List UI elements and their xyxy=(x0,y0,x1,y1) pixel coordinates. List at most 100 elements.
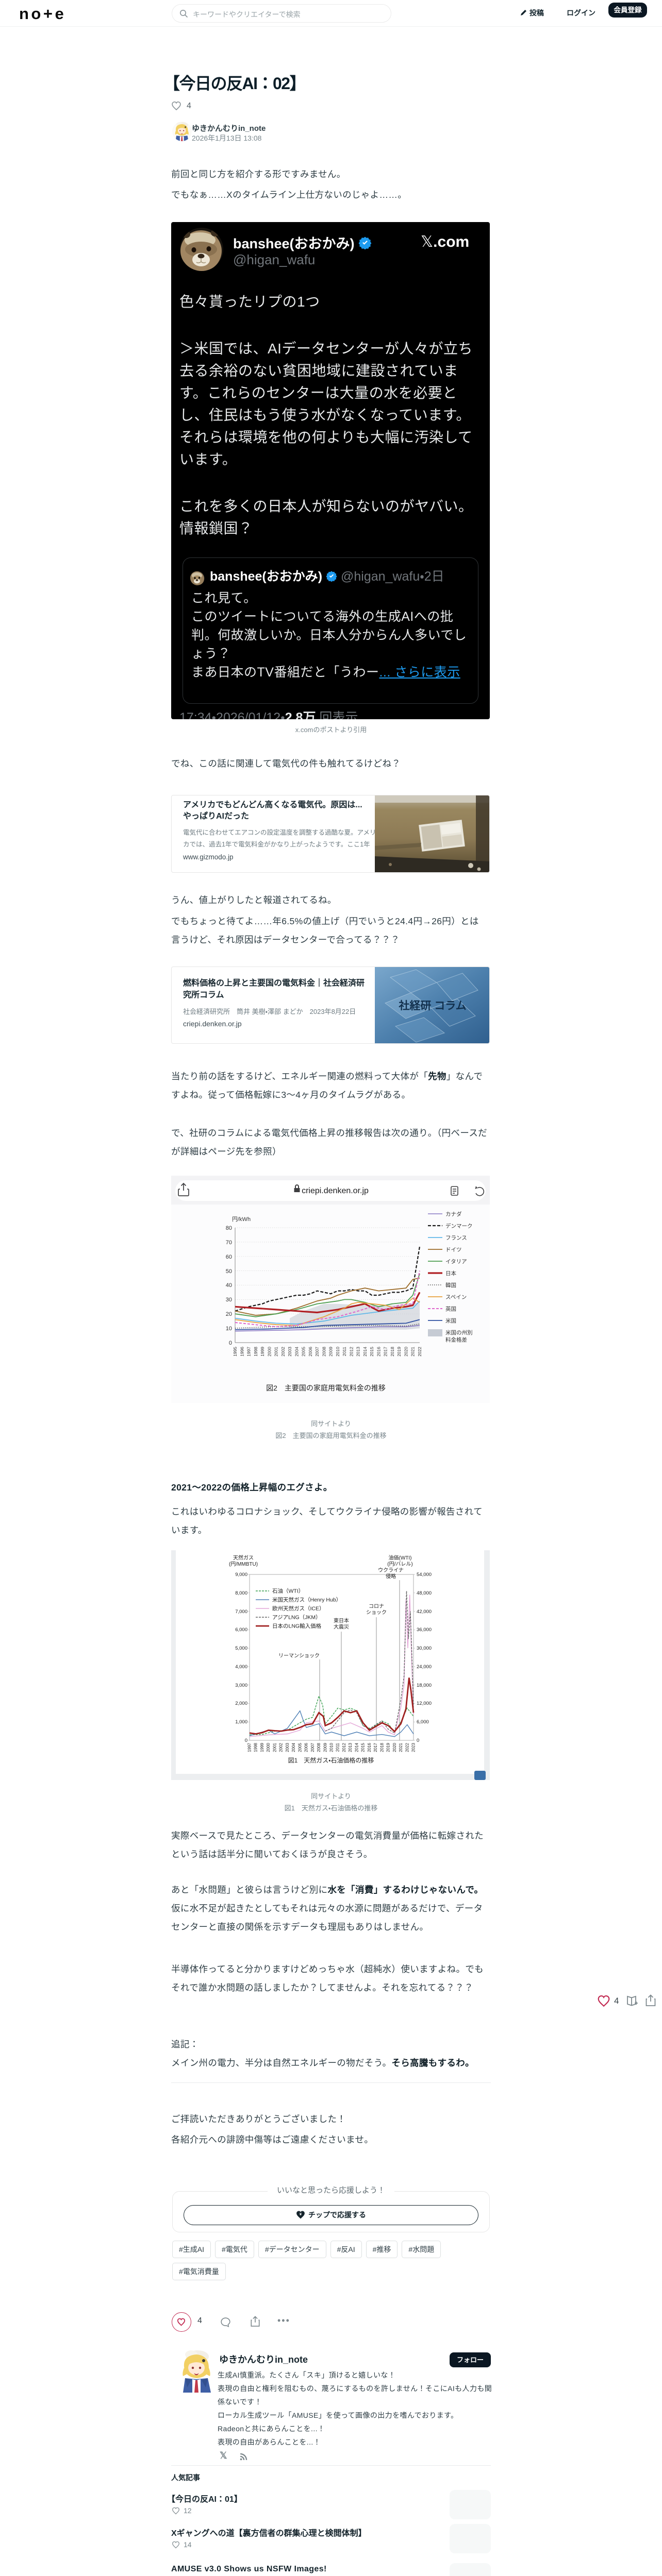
svg-text:(円/バレル): (円/バレル) xyxy=(387,1561,412,1567)
svg-text:48,000: 48,000 xyxy=(417,1590,432,1596)
svg-text:1998: 1998 xyxy=(253,1347,258,1357)
svg-text:ウクライナ: ウクライナ xyxy=(378,1567,404,1573)
svg-text:日本のLNG輸入価格: 日本のLNG輸入価格 xyxy=(272,1623,322,1630)
svg-text:米国: 米国 xyxy=(445,1317,456,1324)
svg-text:2009: 2009 xyxy=(328,1347,334,1357)
svg-text:2004: 2004 xyxy=(291,1742,296,1752)
svg-text:米国天然ガス（Henry Hub）: 米国天然ガス（Henry Hub） xyxy=(272,1597,341,1603)
svg-text:2005: 2005 xyxy=(297,1742,302,1752)
svg-text:コロナ: コロナ xyxy=(369,1603,384,1609)
svg-text:ドイツ: ドイツ xyxy=(445,1247,462,1253)
svg-text:2008: 2008 xyxy=(321,1347,326,1357)
svg-text:60: 60 xyxy=(226,1254,232,1260)
svg-text:2015: 2015 xyxy=(369,1347,374,1357)
svg-text:侵略: 侵略 xyxy=(386,1573,396,1580)
svg-text:10: 10 xyxy=(226,1326,232,1332)
svg-text:石油（WTI）: 石油（WTI） xyxy=(272,1588,304,1595)
svg-text:1999: 1999 xyxy=(260,1742,264,1752)
svg-text:2021: 2021 xyxy=(399,1742,403,1752)
svg-text:イタリア: イタリア xyxy=(445,1259,467,1265)
svg-text:2005: 2005 xyxy=(301,1347,306,1357)
svg-text:フランス: フランス xyxy=(445,1235,467,1241)
svg-text:料金格差: 料金格差 xyxy=(445,1336,467,1343)
svg-text:3,000: 3,000 xyxy=(235,1683,247,1688)
svg-text:2017: 2017 xyxy=(373,1742,378,1752)
svg-text:2020: 2020 xyxy=(392,1742,397,1752)
svg-text:2010: 2010 xyxy=(329,1742,334,1752)
svg-text:2000: 2000 xyxy=(267,1347,272,1357)
svg-text:2013: 2013 xyxy=(356,1347,361,1357)
svg-text:2019: 2019 xyxy=(386,1742,391,1752)
svg-text:7,000: 7,000 xyxy=(235,1609,247,1615)
svg-text:1995: 1995 xyxy=(233,1347,238,1357)
svg-text:0: 0 xyxy=(229,1340,232,1346)
svg-text:2019: 2019 xyxy=(396,1347,402,1357)
svg-text:6,000: 6,000 xyxy=(417,1719,429,1725)
svg-text:2021: 2021 xyxy=(410,1347,416,1357)
svg-text:2018: 2018 xyxy=(379,1742,384,1752)
svg-text:6,000: 6,000 xyxy=(235,1627,247,1633)
svg-text:社経研 コラム: 社経研 コラム xyxy=(398,999,466,1012)
svg-text:2014: 2014 xyxy=(354,1742,359,1752)
svg-text:2007: 2007 xyxy=(310,1742,315,1752)
svg-text:54,000: 54,000 xyxy=(417,1572,432,1578)
svg-text:42,000: 42,000 xyxy=(417,1609,432,1615)
svg-text:2010: 2010 xyxy=(335,1347,340,1357)
svg-text:criepi.denken.or.jp: criepi.denken.or.jp xyxy=(302,1187,369,1195)
svg-text:韓国: 韓国 xyxy=(445,1282,456,1289)
svg-text:1998: 1998 xyxy=(254,1742,258,1752)
svg-text:2007: 2007 xyxy=(315,1347,320,1357)
svg-text:2002: 2002 xyxy=(280,1347,286,1357)
svg-text:1997: 1997 xyxy=(247,1742,252,1752)
svg-text:スペイン: スペイン xyxy=(445,1294,467,1300)
svg-text:36,000: 36,000 xyxy=(417,1627,432,1633)
svg-text:2008: 2008 xyxy=(317,1742,321,1752)
svg-text:0: 0 xyxy=(417,1738,419,1743)
svg-text:2017: 2017 xyxy=(383,1347,388,1357)
svg-text:2,000: 2,000 xyxy=(235,1701,247,1706)
svg-text:2002: 2002 xyxy=(279,1742,284,1752)
svg-text:2011: 2011 xyxy=(336,1742,340,1752)
svg-text:2006: 2006 xyxy=(308,1347,313,1357)
svg-text:2014: 2014 xyxy=(362,1347,368,1357)
svg-text:(円/MMBTU): (円/MMBTU) xyxy=(229,1562,258,1567)
svg-text:24,000: 24,000 xyxy=(417,1664,432,1670)
svg-text:18,000: 18,000 xyxy=(417,1683,432,1688)
svg-text:アジアLNG（JKM）: アジアLNG（JKM） xyxy=(272,1615,321,1621)
svg-text:40: 40 xyxy=(226,1282,232,1289)
svg-text:2015: 2015 xyxy=(361,1742,366,1752)
svg-text:日本: 日本 xyxy=(445,1270,456,1277)
svg-text:東日本: 東日本 xyxy=(334,1617,349,1624)
svg-text:2016: 2016 xyxy=(367,1742,372,1752)
svg-text:油価(WTI): 油価(WTI) xyxy=(389,1554,412,1561)
svg-text:2001: 2001 xyxy=(272,1742,277,1752)
svg-text:2003: 2003 xyxy=(285,1742,290,1752)
svg-text:英国: 英国 xyxy=(445,1306,456,1312)
svg-text:12,000: 12,000 xyxy=(417,1701,432,1706)
svg-text:50: 50 xyxy=(226,1268,232,1275)
svg-text:図1 天然ガス・石油価格の推移: 図1 天然ガス・石油価格の推移 xyxy=(288,1756,374,1764)
svg-text:2012: 2012 xyxy=(342,1742,346,1752)
svg-text:0: 0 xyxy=(245,1738,247,1743)
svg-text:カナダ: カナダ xyxy=(445,1211,462,1217)
svg-text:4,000: 4,000 xyxy=(235,1664,247,1670)
svg-text:大震災: 大震災 xyxy=(334,1623,349,1630)
svg-text:30: 30 xyxy=(226,1297,232,1303)
svg-text:70: 70 xyxy=(226,1240,232,1246)
svg-text:8,000: 8,000 xyxy=(235,1590,247,1596)
svg-text:デンマーク: デンマーク xyxy=(445,1223,473,1229)
svg-text:20: 20 xyxy=(226,1311,232,1317)
svg-text:2016: 2016 xyxy=(376,1347,381,1357)
svg-text:1999: 1999 xyxy=(260,1347,265,1357)
svg-text:2023: 2023 xyxy=(411,1742,416,1752)
svg-text:2022: 2022 xyxy=(417,1347,422,1357)
svg-text:¥: ¥ xyxy=(300,2212,302,2216)
svg-text:2000: 2000 xyxy=(266,1742,271,1752)
svg-text:2006: 2006 xyxy=(304,1742,309,1752)
svg-text:2013: 2013 xyxy=(348,1742,353,1752)
svg-text:5,000: 5,000 xyxy=(235,1646,247,1651)
svg-text:米国の州別: 米国の州別 xyxy=(445,1329,473,1336)
svg-text:2004: 2004 xyxy=(294,1347,299,1357)
svg-text:30,000: 30,000 xyxy=(417,1646,432,1651)
svg-text:2018: 2018 xyxy=(390,1347,395,1357)
